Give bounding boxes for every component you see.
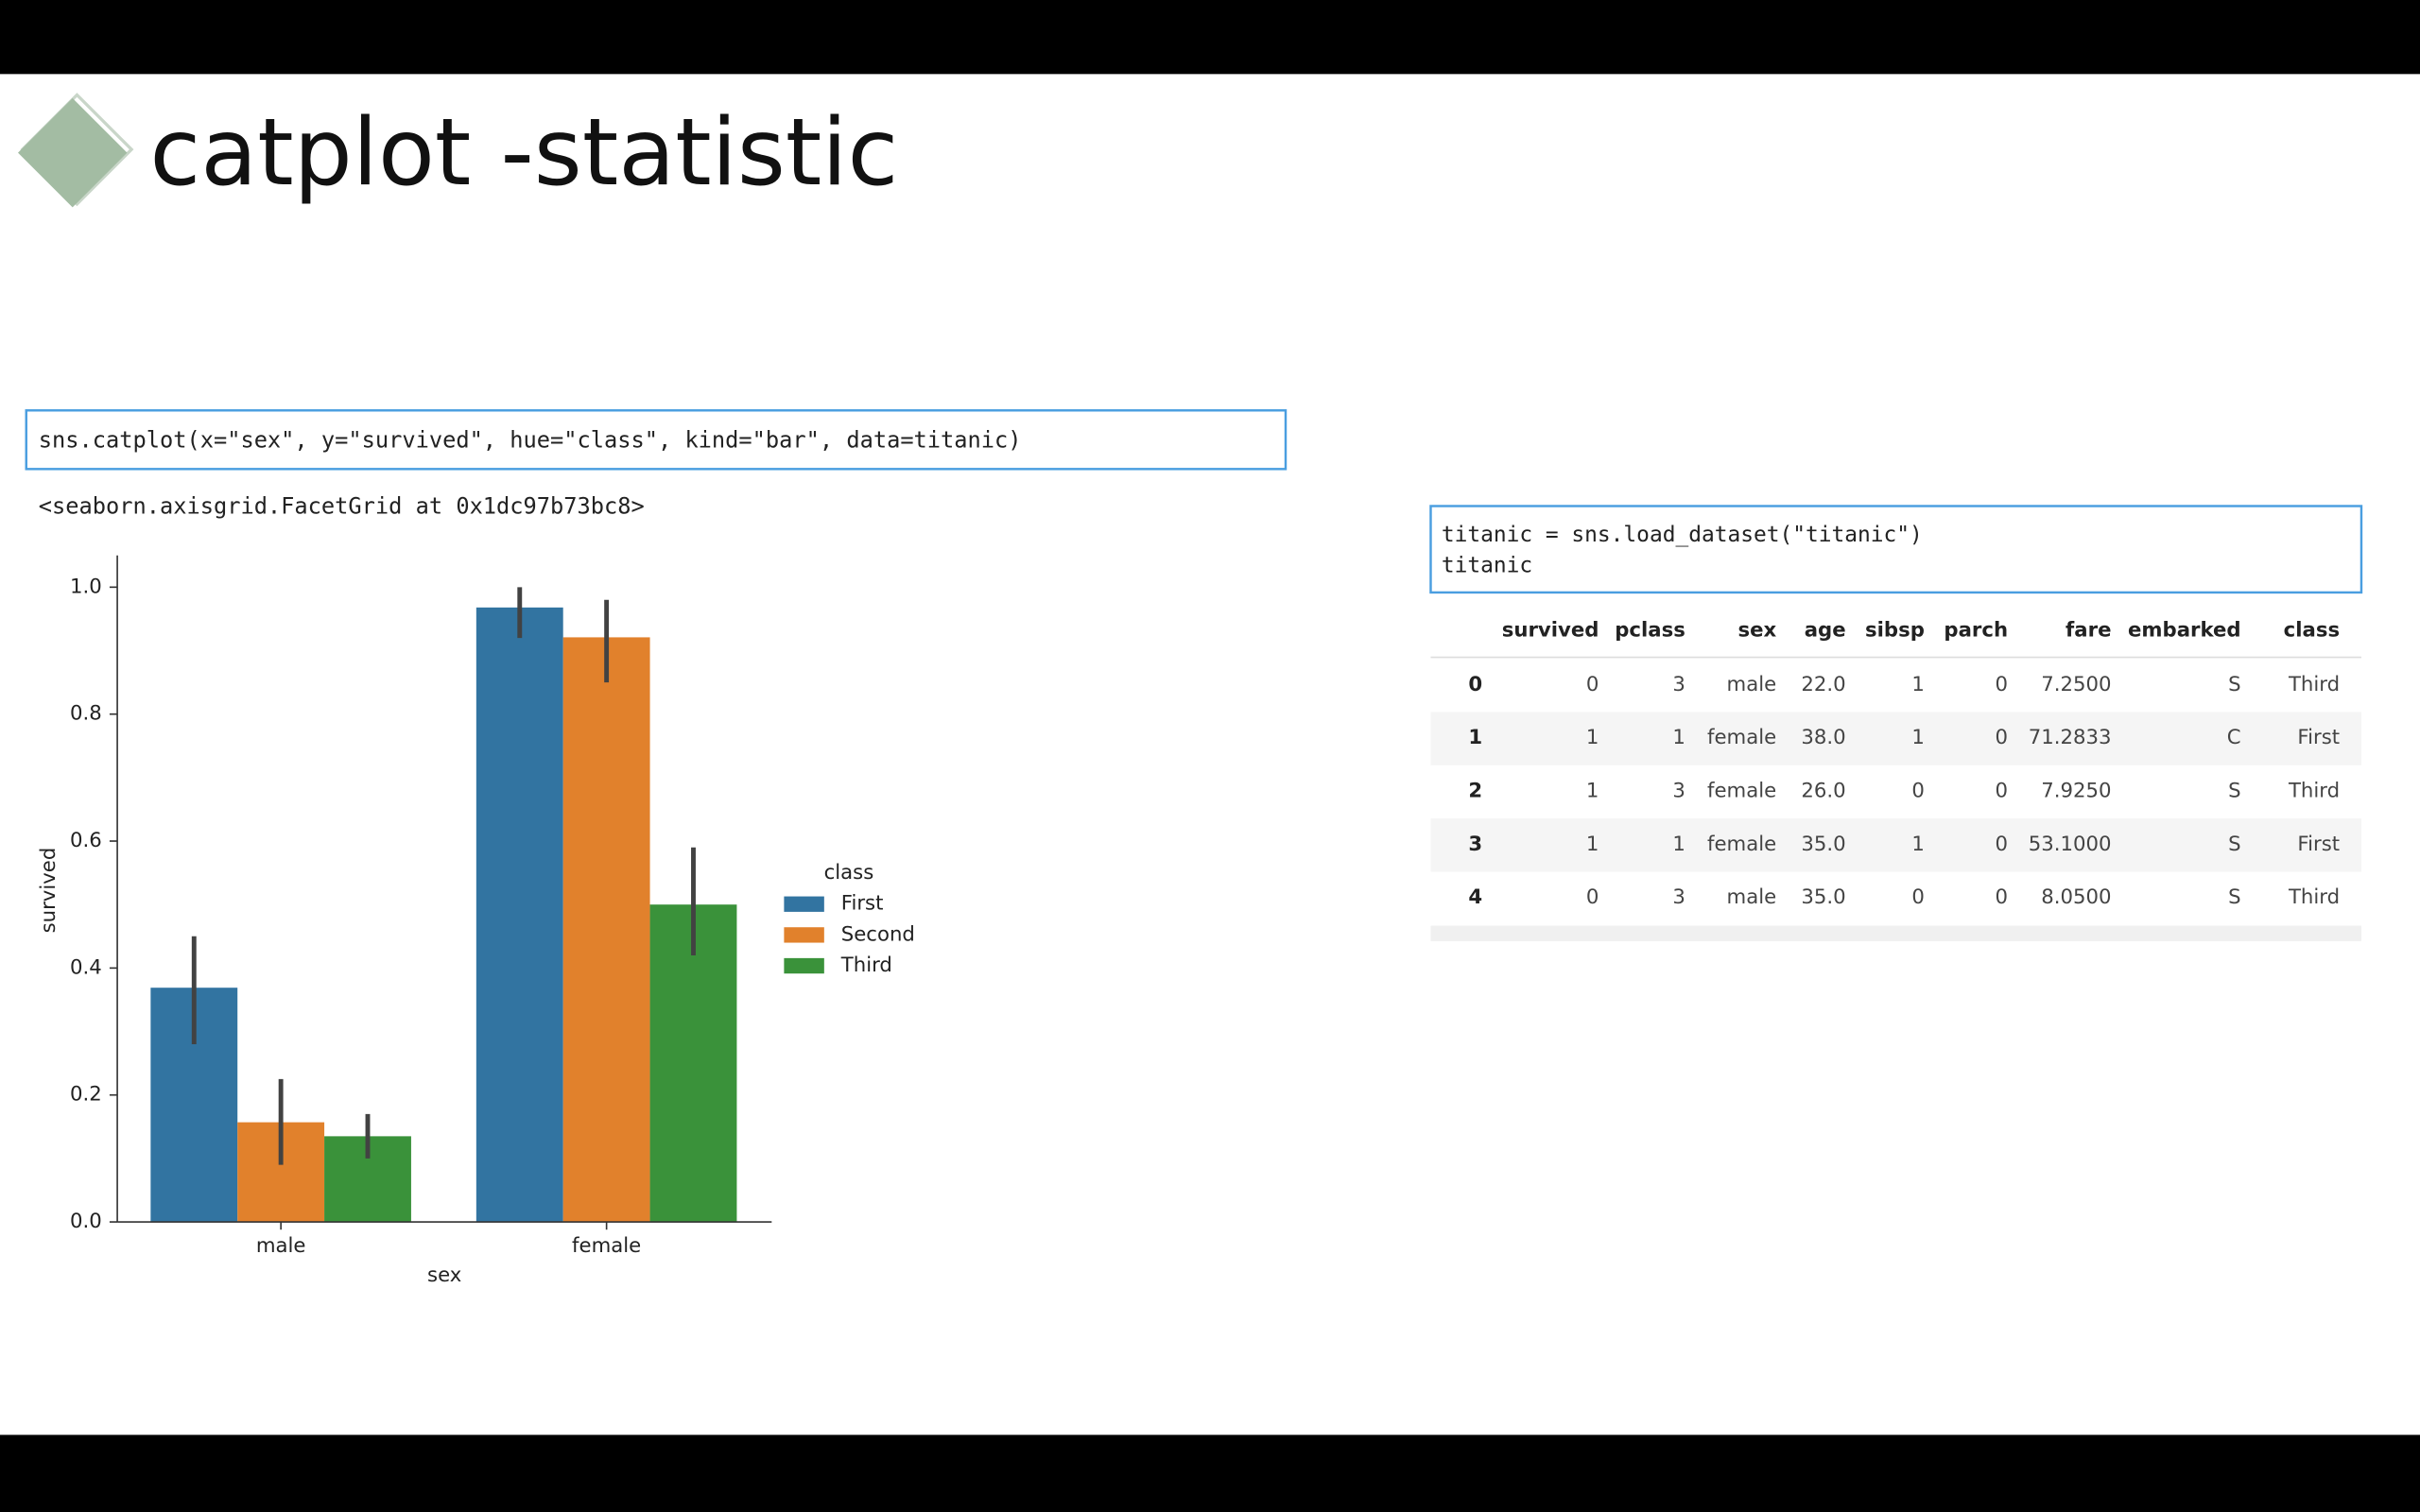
table-cell: 8.0500 bbox=[2041, 885, 2111, 909]
legend-label: Second bbox=[841, 922, 915, 946]
y-axis-label: survived bbox=[37, 848, 60, 934]
column-header: sex bbox=[1737, 619, 1776, 643]
table-cell: 0 bbox=[1911, 885, 1925, 909]
code: sns.catplot(x="sex", y="survived", hue="… bbox=[39, 426, 1022, 453]
bar bbox=[649, 904, 737, 1223]
table-cell: S bbox=[2228, 673, 2240, 696]
code-line: titanic bbox=[1442, 554, 1532, 578]
table-cell: 7.9250 bbox=[2041, 780, 2111, 803]
column-header: parch bbox=[1944, 619, 2008, 643]
table-cell: male bbox=[1727, 885, 1777, 909]
legend-swatch bbox=[784, 927, 824, 943]
slide-title: catplot -statistic bbox=[149, 99, 898, 207]
table-cell: 1 bbox=[1586, 726, 1599, 749]
column-header: class bbox=[2284, 619, 2340, 643]
column-header: fare bbox=[2066, 619, 2111, 643]
table-cell: Third bbox=[2288, 673, 2340, 696]
table-cell: 7.2500 bbox=[2041, 673, 2111, 696]
table-cell: Third bbox=[2288, 780, 2340, 803]
bar bbox=[562, 637, 650, 1223]
table-cell: 0 bbox=[1586, 673, 1599, 696]
table-cell: 0 bbox=[1911, 780, 1925, 803]
table-cell: S bbox=[2228, 885, 2240, 909]
y-tick-label: 0.8 bbox=[70, 702, 102, 726]
column-header: sibsp bbox=[1865, 619, 1925, 643]
table-cell: 38.0 bbox=[1801, 726, 1845, 749]
code-cell[interactable] bbox=[25, 409, 1288, 471]
row-index: 1 bbox=[1468, 726, 1482, 749]
table-cell: female bbox=[1707, 780, 1776, 803]
table-cell: 1 bbox=[1672, 833, 1685, 856]
table-cell: 0 bbox=[1996, 833, 2009, 856]
table-cell: 1 bbox=[1911, 833, 1925, 856]
table-scroll bbox=[1430, 925, 2361, 941]
y-tick-label: 0.2 bbox=[70, 1083, 102, 1107]
table-cell: 71.2833 bbox=[2029, 726, 2112, 749]
y-tick-label: 0.4 bbox=[70, 955, 102, 979]
table-cell: male bbox=[1727, 673, 1777, 696]
row-index: 3 bbox=[1468, 833, 1482, 856]
table-cell: 22.0 bbox=[1801, 673, 1845, 696]
bar bbox=[475, 607, 563, 1223]
table-cell: 53.1000 bbox=[2029, 833, 2112, 856]
row-stripe bbox=[1430, 712, 2361, 765]
legend-title: class bbox=[824, 861, 874, 885]
table-cell: 1 bbox=[1672, 726, 1685, 749]
table-cell: 0 bbox=[1996, 780, 2009, 803]
table-cell: S bbox=[2228, 833, 2240, 856]
cell-output: <seaborn.axisgrid.FacetGrid at 0x1dc97b7… bbox=[39, 493, 645, 520]
table-cell: 3 bbox=[1672, 673, 1685, 696]
table: survived pclass sex age sibsp parch fare embark… bbox=[1430, 619, 2361, 909]
table-cell: S bbox=[2228, 780, 2240, 803]
table-cell: 0 bbox=[1586, 885, 1599, 909]
table-cell: 3 bbox=[1672, 885, 1685, 909]
column-header: embarked bbox=[2128, 619, 2241, 643]
y-tick-label: 0.6 bbox=[70, 829, 102, 852]
table-cell: 0 bbox=[1996, 726, 2009, 749]
row-index: 2 bbox=[1468, 780, 1482, 803]
row-index: 0 bbox=[1468, 673, 1482, 696]
table-cell: 0 bbox=[1996, 885, 2009, 909]
table-cell: 35.0 bbox=[1801, 885, 1845, 909]
table-cell: 1 bbox=[1911, 673, 1925, 696]
table-cell: Third bbox=[2288, 885, 2340, 909]
x-tick-label: female bbox=[572, 1234, 641, 1258]
y-tick-label: 0.0 bbox=[70, 1210, 102, 1233]
table-cell: 26.0 bbox=[1801, 780, 1845, 803]
x-axis-label: sex bbox=[427, 1263, 461, 1287]
table-cell: 1 bbox=[1586, 780, 1599, 803]
code-cell[interactable] bbox=[1429, 505, 2363, 594]
code-line: titanic = sns.load_dataset("titanic") bbox=[1442, 523, 1923, 547]
table-cell: 1 bbox=[1911, 726, 1925, 749]
table-cell: 1 bbox=[1586, 833, 1599, 856]
table-cell: 3 bbox=[1672, 780, 1685, 803]
legend-swatch bbox=[784, 957, 824, 974]
table-cell: C bbox=[2227, 726, 2241, 749]
table-cell: 35.0 bbox=[1801, 833, 1845, 856]
legend-swatch bbox=[784, 896, 824, 912]
table-cell: 0 bbox=[1996, 673, 2009, 696]
table-cell: female bbox=[1707, 833, 1776, 856]
legend-label: First bbox=[841, 892, 884, 916]
column-header: pclass bbox=[1615, 619, 1685, 643]
table-cell: First bbox=[2297, 833, 2340, 856]
legend-label: Third bbox=[840, 954, 892, 977]
row-index: 4 bbox=[1468, 885, 1482, 909]
y-tick-label: 1.0 bbox=[70, 575, 102, 598]
row-stripe bbox=[1430, 818, 2361, 872]
table-cell: First bbox=[2297, 726, 2340, 749]
column-header: age bbox=[1805, 619, 1846, 643]
x-tick-label: male bbox=[256, 1234, 306, 1258]
table-cell: female bbox=[1707, 726, 1776, 749]
column-header: survived bbox=[1502, 619, 1599, 643]
chart: 0.0 0.2 0.4 0.6 0.8 1.0 male female sex survived c… bbox=[37, 555, 915, 1287]
